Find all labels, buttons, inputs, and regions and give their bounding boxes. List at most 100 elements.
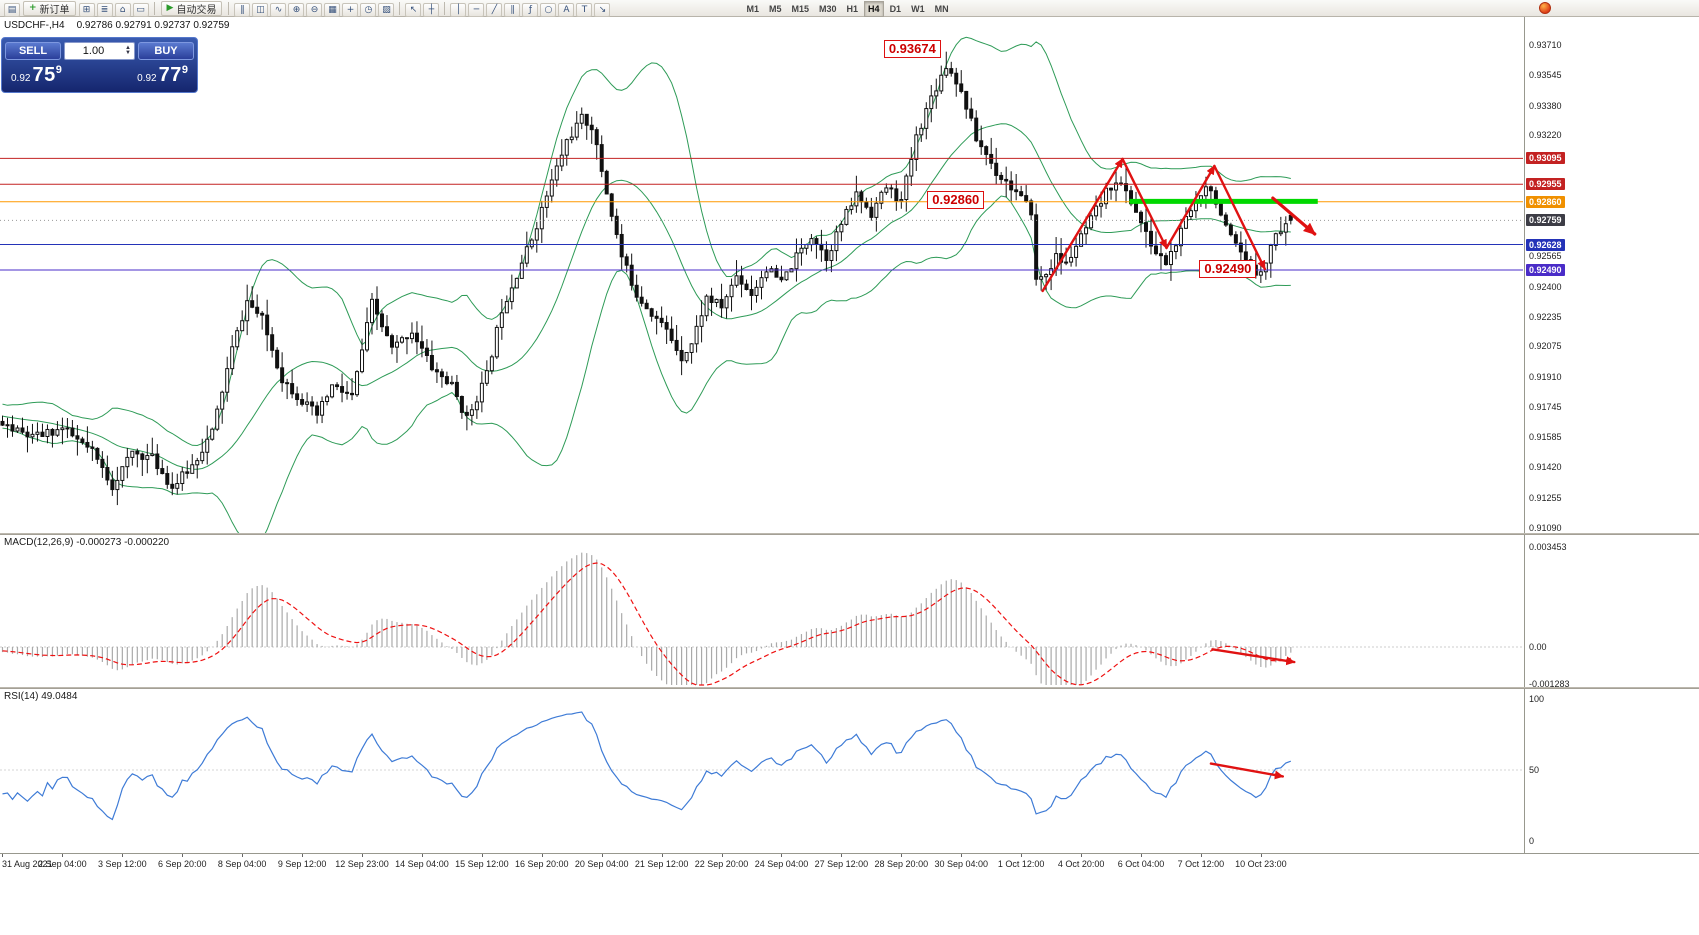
rsi-canvas[interactable] <box>0 689 1524 853</box>
timeframe-mn-button[interactable]: MN <box>934 4 949 14</box>
price-callout-0.93674[interactable]: 0.93674 <box>883 40 941 59</box>
time-label: 7 Oct 12:00 <box>1177 859 1225 869</box>
timeframe-m5-button[interactable]: M5 <box>768 4 782 14</box>
market-watch-icon[interactable]: ≣ <box>96 3 113 17</box>
trend-annotation-arrows[interactable] <box>1041 157 1317 293</box>
text-icon[interactable]: A <box>558 3 575 17</box>
price-label: 0.92400 <box>1529 281 1562 292</box>
time-label: 6 Sep 20:00 <box>157 859 207 869</box>
time-label: 3 Sep 12:00 <box>98 859 147 869</box>
price-chart-canvas[interactable] <box>0 17 1524 533</box>
cursor-icon[interactable]: ↖ <box>405 3 422 17</box>
rsi-scale[interactable]: 100 50 0 <box>1524 689 1699 853</box>
time-tick <box>1260 854 1262 857</box>
price-callout-0.92860[interactable]: 0.92860 <box>927 191 985 210</box>
spin-down-icon[interactable]: ▼ <box>125 50 131 56</box>
time-tick <box>302 854 304 857</box>
new-order-button[interactable]: + 新订单 <box>23 0 76 16</box>
bollinger-bands <box>2 36 1291 533</box>
new-chart-icon[interactable]: ▤ <box>4 3 20 17</box>
rsi-scale-label: 0 <box>1529 836 1535 846</box>
macd-label: MACD(12,26,9) -0.000273 -0.000220 <box>4 537 170 548</box>
time-scale[interactable]: 31 Aug 2021 2 Sep 04:00 3 Sep 12:00 6 Sep 2… <box>0 853 1699 871</box>
new-order-icon: + <box>29 3 37 13</box>
impulse-down-2 <box>1213 164 1267 271</box>
time-label: 10 Oct 23:00 <box>1235 859 1287 869</box>
macd-annotation-arrow[interactable] <box>1211 648 1296 666</box>
time-tick <box>661 854 663 857</box>
time-tick <box>421 854 423 857</box>
main-toolbar: ▤ + 新订单 ⊞ ≣ ⌂ ▭ ▶ 自动交易 ‖ ◫ ∿ ⊕ ⊖ ▦ + ◷ ▨ ↖ ┼ │ ─ ╱ ∥ ƒ ○ A… <box>0 0 1699 17</box>
price-callout-0.92490[interactable]: 0.92490 <box>1199 259 1257 278</box>
macd-canvas[interactable] <box>0 535 1524 687</box>
spin-up-icon[interactable]: ▲ <box>125 45 131 51</box>
chart-windows-icon[interactable]: ⊞ <box>78 3 95 17</box>
shapes-icon[interactable]: ○ <box>540 3 557 17</box>
time-tick <box>1081 854 1083 857</box>
navigator-icon[interactable]: ⌂ <box>114 3 131 17</box>
rsi-scale-label: 50 <box>1529 765 1540 775</box>
timeframe-h4-button[interactable]: H4 <box>864 1 884 17</box>
time-label: 4 Oct 20:00 <box>1057 859 1105 869</box>
periods-icon[interactable]: ◷ <box>360 3 377 17</box>
time-tick <box>182 854 184 857</box>
time-label: 30 Sep 04:00 <box>934 859 989 869</box>
impulse-up-2 <box>1165 164 1216 250</box>
autotrading-button[interactable]: ▶ 自动交易 <box>160 0 223 16</box>
horizontal-line-icon[interactable]: ─ <box>468 3 485 17</box>
equidistant-channel-icon[interactable]: ∥ <box>504 3 521 17</box>
buy-button[interactable]: BUY <box>138 42 194 60</box>
panel-splitter[interactable] <box>0 533 1699 535</box>
indicators-icon[interactable]: + <box>342 3 359 17</box>
time-tick <box>362 854 364 857</box>
time-tick <box>601 854 603 857</box>
trendline-icon[interactable]: ╱ <box>486 3 503 17</box>
fibonacci-icon[interactable]: ƒ <box>522 3 539 17</box>
rsi-annotation-arrow[interactable] <box>1209 762 1285 780</box>
time-tick <box>242 854 244 857</box>
time-label: 1 Oct 12:00 <box>997 859 1045 869</box>
panel-splitter[interactable] <box>0 687 1699 689</box>
community-icon[interactable] <box>1539 2 1551 14</box>
candlestick-chart-icon[interactable]: ◫ <box>252 3 269 17</box>
price-label: 0.91910 <box>1529 371 1562 382</box>
line-chart-icon[interactable]: ∿ <box>270 3 287 17</box>
price-tag-0.92490: 0.92490 <box>1526 263 1565 276</box>
zoom-in-icon[interactable]: ⊕ <box>288 3 305 17</box>
timeframe-h1-button[interactable]: H1 <box>846 4 859 14</box>
timeframe-w1-button[interactable]: W1 <box>911 4 925 14</box>
macd-scale-label: 0.00 <box>1529 642 1547 652</box>
price-scale[interactable]: 0.93710 0.93545 0.93380 0.93220 0.92565 0.924… <box>1524 17 1699 533</box>
templates-icon[interactable]: ▨ <box>378 3 395 17</box>
time-tick <box>541 854 543 857</box>
timeframe-m1-button[interactable]: M1 <box>746 4 759 14</box>
macd-scale[interactable]: 0.003453 0.00 -0.001283 <box>1524 535 1699 689</box>
horizontal-level-lines[interactable] <box>0 157 1523 271</box>
terminal-icon[interactable]: ▭ <box>132 3 149 17</box>
macd-histogram <box>1 552 1292 685</box>
time-label: 8 Sep 04:00 <box>217 859 267 869</box>
time-label: 22 Sep 20:00 <box>694 859 749 869</box>
timeframe-m15-button[interactable]: M15 <box>791 4 810 14</box>
vertical-line-icon[interactable]: │ <box>450 3 467 17</box>
timeframe-d1-button[interactable]: D1 <box>889 4 902 14</box>
macd-scale-label: 0.003453 <box>1529 541 1567 552</box>
bar-chart-icon[interactable]: ‖ <box>234 3 251 17</box>
zoom-out-icon[interactable]: ⊖ <box>306 3 323 17</box>
price-label: 0.91745 <box>1529 402 1562 413</box>
volume-spinner[interactable]: ▲ ▼ <box>122 45 134 56</box>
volume-field: ▲▼ <box>64 42 135 60</box>
time-tick <box>481 854 483 857</box>
tile-windows-icon[interactable]: ▦ <box>324 3 341 17</box>
text-label-icon[interactable]: T <box>576 3 593 17</box>
crosshair-icon[interactable]: ┼ <box>423 3 440 17</box>
volume-input[interactable] <box>65 44 122 58</box>
price-chart-panel: 0.93674 0.92860 0.92490 USDCHF-,H4 0.92786… <box>0 17 1699 533</box>
arrows-icon[interactable]: ↘ <box>594 3 611 17</box>
price-label: 0.93710 <box>1529 40 1562 51</box>
timeframe-m30-button[interactable]: M30 <box>819 4 837 14</box>
sell-button[interactable]: SELL <box>5 42 61 60</box>
time-tick <box>122 854 124 857</box>
time-tick <box>961 854 963 857</box>
rsi-label: RSI(14) 49.0484 <box>4 691 78 702</box>
